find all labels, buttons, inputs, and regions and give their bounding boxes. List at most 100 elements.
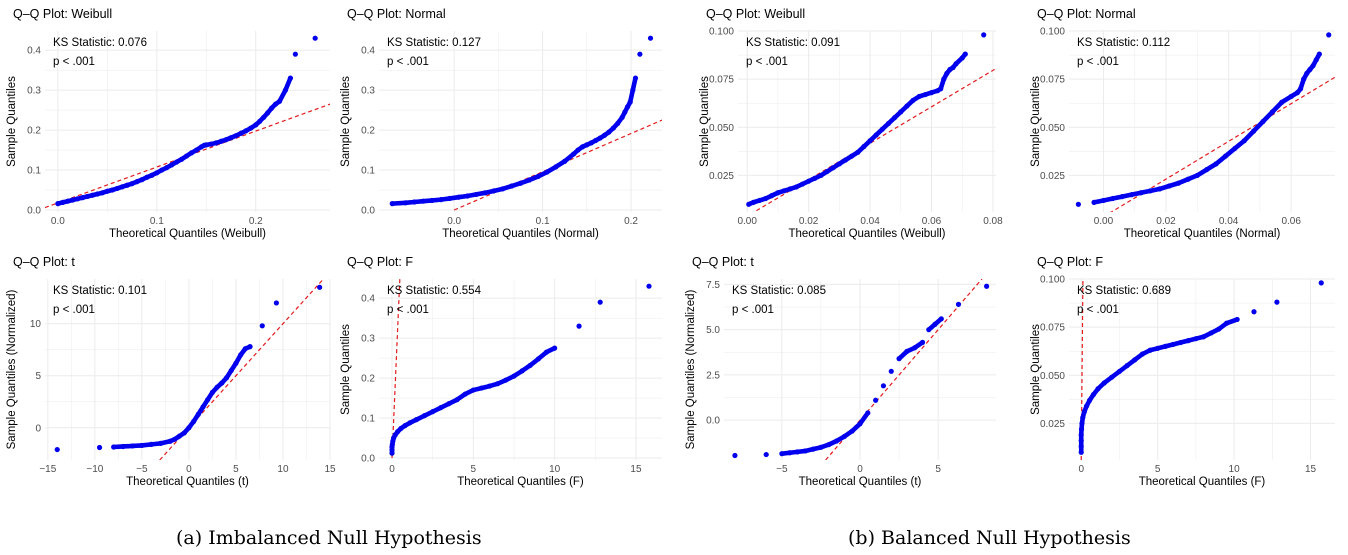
data-point (1080, 415, 1086, 421)
y-tick-label: 0.1 (27, 166, 41, 177)
panel-title: Q–Q Plot: F (1037, 255, 1103, 269)
data-point (552, 345, 558, 351)
data-point (1078, 438, 1084, 444)
y-tick-label: 0.2 (361, 126, 375, 137)
data-point (597, 299, 603, 305)
data-point (861, 143, 867, 150)
data-point (129, 181, 135, 187)
p-value: p < .001 (387, 304, 429, 316)
data-point (857, 421, 863, 427)
data-point (75, 196, 81, 202)
data-point (183, 153, 190, 159)
x-tick-label: 15 (324, 464, 336, 475)
p-value: p < .001 (387, 56, 429, 68)
data-point (1316, 51, 1322, 57)
data-point (1301, 76, 1307, 82)
data-point (981, 32, 987, 38)
data-point (794, 449, 801, 455)
data-point (1166, 183, 1172, 189)
data-point (763, 451, 769, 458)
data-point (80, 195, 86, 201)
data-point (203, 142, 209, 148)
data-point (799, 181, 806, 187)
y-axis-label: Sample Quantiles (699, 76, 711, 167)
data-point (200, 404, 206, 410)
p-value: p < .001 (732, 304, 774, 316)
data-point (228, 135, 234, 141)
data-point (1109, 374, 1115, 380)
data-point (593, 137, 599, 144)
data-point (1124, 363, 1130, 369)
data-point (597, 135, 603, 141)
x-tick-label: 0.04 (860, 216, 880, 227)
x-axis-label: Theoretical Quantiles (F) (1139, 476, 1266, 488)
data-point (430, 409, 436, 415)
data-point (916, 93, 922, 100)
x-tick-label: 10 (549, 464, 561, 475)
qq-panel: 0.00 0.02 0.04 0.06 0.025 0.050 0.075 0.100 Q–Q … (1030, 7, 1335, 240)
data-point (841, 433, 847, 440)
data-point (398, 425, 404, 432)
reference-line (756, 68, 996, 212)
data-point (1110, 195, 1116, 202)
x-tick-label: 0.2 (624, 216, 638, 227)
data-point (955, 301, 962, 307)
data-point (910, 97, 916, 103)
reference-line (1110, 76, 1335, 212)
data-point (941, 76, 947, 82)
x-tick-label: 0.06 (922, 216, 942, 227)
data-point (1090, 391, 1097, 398)
caption-balanced: (b) Balanced Null Hypothesis (848, 527, 1131, 549)
data-point (1222, 153, 1229, 159)
panel-title: Q–Q Plot: Normal (1037, 7, 1136, 21)
data-point (527, 362, 533, 368)
y-axis-label: Sample Quantiles (6, 76, 18, 167)
y-tick-label: 5.0 (706, 325, 720, 336)
p-value: p < .001 (1077, 304, 1119, 316)
data-point (1177, 339, 1184, 346)
y-tick-label: 0.100 (1040, 275, 1065, 286)
x-tick-label: 10 (277, 464, 289, 475)
data-point (926, 327, 932, 333)
x-axis-label: Theoretical Quantiles (Normal) (1124, 228, 1281, 240)
data-point (781, 188, 787, 194)
y-tick-label: 5 (35, 371, 41, 382)
data-point (953, 61, 959, 67)
data-point (1279, 99, 1285, 105)
data-point (756, 197, 763, 204)
data-point (938, 316, 944, 322)
x-tick-label: 0 (857, 464, 863, 475)
data-point (464, 193, 471, 199)
y-tick-label: 0.3 (361, 334, 375, 345)
x-tick-label: 15 (1305, 464, 1317, 475)
data-point (104, 188, 110, 194)
data-point (1241, 138, 1247, 144)
data-point (802, 448, 808, 454)
data-point (411, 199, 417, 205)
data-point (223, 375, 230, 381)
x-tick-label: 0.0 (51, 216, 65, 227)
data-point (849, 153, 855, 159)
data-point (519, 368, 525, 374)
y-tick-label: 0.4 (361, 46, 375, 57)
data-point (880, 383, 887, 389)
data-point (454, 397, 460, 403)
data-point (1260, 118, 1266, 125)
data-point (462, 391, 468, 397)
data-point (779, 451, 785, 457)
y-tick-label: 0.2 (27, 126, 41, 137)
x-tick-label: 10 (1229, 464, 1241, 475)
ks-statistic: KS Statistic: 0.085 (732, 285, 826, 297)
x-tick-label: 0.00 (737, 216, 757, 227)
data-point (139, 177, 145, 183)
data-point (218, 138, 224, 144)
data-point (849, 428, 855, 434)
reference-line (825, 279, 983, 460)
data-point (1128, 192, 1135, 198)
y-tick-label: 0.0 (706, 416, 720, 427)
data-point (282, 87, 289, 93)
y-tick-label: 0.100 (1040, 27, 1065, 38)
x-tick-label: 0.0 (447, 216, 461, 227)
data-point (407, 420, 413, 426)
data-point (273, 300, 279, 306)
